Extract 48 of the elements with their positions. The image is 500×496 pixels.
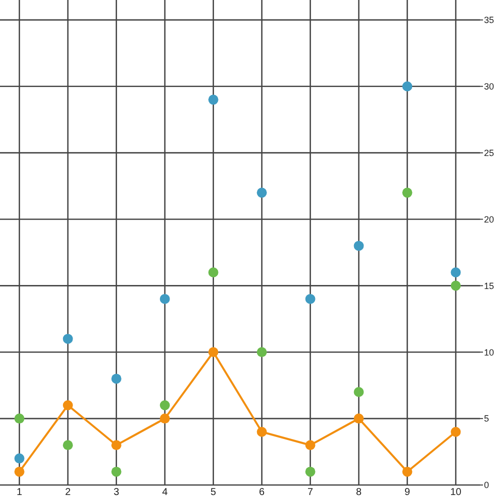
point [402,81,412,92]
point [354,414,364,424]
point [62,440,73,450]
point [160,294,170,304]
x-tick-label: 4 [162,487,168,496]
point [111,374,122,384]
x-tick-label: 10 [450,487,462,496]
y-tick-label: 20 [484,214,494,224]
y-tick-label: 10 [484,347,494,358]
point [208,347,218,358]
x-tick-label: 9 [404,487,410,496]
x-tick-label: 2 [65,487,72,496]
point [402,188,412,198]
point [111,440,122,450]
point [208,94,218,105]
y-tick-label: 30 [484,82,494,92]
point [111,466,122,477]
point [450,280,461,291]
point [160,400,170,410]
point [160,414,170,424]
point [450,426,461,437]
point [305,440,316,450]
point [208,267,218,278]
point [450,267,461,278]
point [305,466,316,477]
x-tick-label: 7 [308,487,314,496]
point [354,240,364,251]
point [256,426,267,437]
x-tick-label: 6 [259,487,266,496]
x-tick-label: 1 [16,487,23,496]
point [402,466,412,477]
y-tick-label: 25 [484,148,494,158]
y-tick-label: 15 [484,280,494,291]
y-tick-label: 35 [484,15,494,26]
point [14,414,24,424]
point [354,386,364,397]
y-tick-label: 0 [484,480,490,490]
point [14,453,24,464]
point [14,466,24,477]
x-tick-label: 8 [356,487,362,496]
x-tick-label: 5 [210,487,217,496]
point [256,347,267,358]
point [256,188,267,198]
point [62,334,73,344]
point [62,400,73,410]
point [305,294,316,304]
y-tick-label: 5 [484,414,490,424]
x-tick-label: 3 [114,487,120,496]
